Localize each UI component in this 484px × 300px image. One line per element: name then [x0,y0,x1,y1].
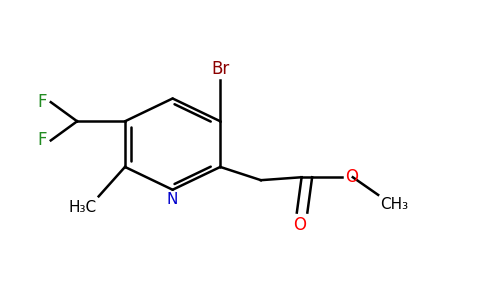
Text: Br: Br [211,60,229,78]
Text: F: F [37,131,47,149]
Text: O: O [345,168,358,186]
Text: H₃C: H₃C [68,200,96,215]
Text: F: F [37,93,47,111]
Text: O: O [293,215,306,233]
Text: CH₃: CH₃ [380,197,408,212]
Text: N: N [167,192,178,207]
